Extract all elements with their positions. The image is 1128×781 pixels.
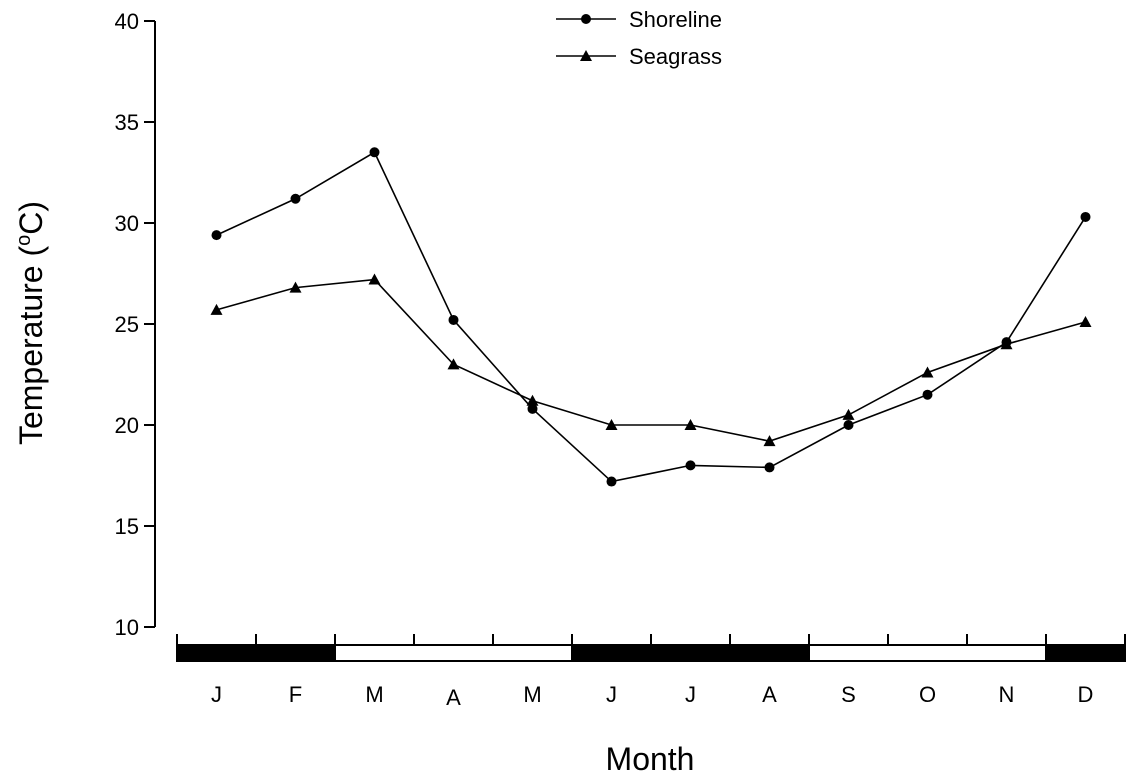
data-point [368,273,381,285]
data-point [290,193,301,204]
season-segment [334,644,573,662]
legend-marker [581,14,591,24]
season-segment [176,644,336,662]
y-tick-label: 35 [115,110,139,135]
legend-label: Seagrass [629,44,722,69]
series-seagrass [210,273,1092,447]
data-point [527,403,538,414]
x-tick-label: M [523,682,541,707]
data-point [448,314,459,325]
y-tick-label: 30 [115,211,139,236]
data-point [685,460,696,471]
data-point [605,419,618,430]
data-point [842,408,855,420]
x-tick-label: J [606,682,617,707]
series-line [216,151,1087,483]
x-tick-label: N [999,682,1015,707]
legend-item: Shoreline [556,7,722,32]
y-tick-label: 25 [115,312,139,337]
data-point [447,358,460,370]
season-bar [176,644,1126,662]
data-point [1000,338,1013,350]
x-tick-label: F [289,682,302,707]
x-tick-label: A [446,685,461,710]
x-tick-label: S [841,682,856,707]
x-tick-label: D [1078,682,1094,707]
data-point [763,435,776,447]
data-point [526,394,539,406]
data-point [369,147,380,158]
data-point [921,366,934,378]
y-tick-label: 10 [115,615,139,640]
y-tick-label: 40 [115,9,139,34]
y-axis: 10 15 20 25 30 35 40 [115,9,156,640]
y-axis-title: Temperature (oC) [13,201,49,445]
x-tick-label: J [685,682,696,707]
x-tick-label: M [365,682,383,707]
data-point [289,281,302,293]
data-point [684,419,697,430]
data-point [606,476,617,487]
season-segment [808,644,1047,662]
season-segment [1045,644,1126,662]
data-point [764,462,775,473]
y-tick-label: 20 [115,413,139,438]
data-point [211,230,222,241]
x-tick-label: A [762,682,777,707]
series-shoreline [211,147,1091,487]
series-group [210,147,1092,487]
x-axis-title: Month [606,741,695,777]
legend-marker [580,50,592,61]
season-segment [571,644,810,662]
y-tick-label: 15 [115,514,139,539]
x-tick-label: O [919,682,936,707]
x-tick-label: J [211,682,222,707]
legend: Shoreline Seagrass [556,7,722,69]
data-point [922,389,933,400]
legend-label: Shoreline [629,7,722,32]
data-point [210,303,223,315]
data-point [843,420,854,430]
data-point [1079,315,1092,327]
legend-item: Seagrass [556,44,722,69]
series-line [216,278,1086,442]
data-point [1080,211,1091,222]
